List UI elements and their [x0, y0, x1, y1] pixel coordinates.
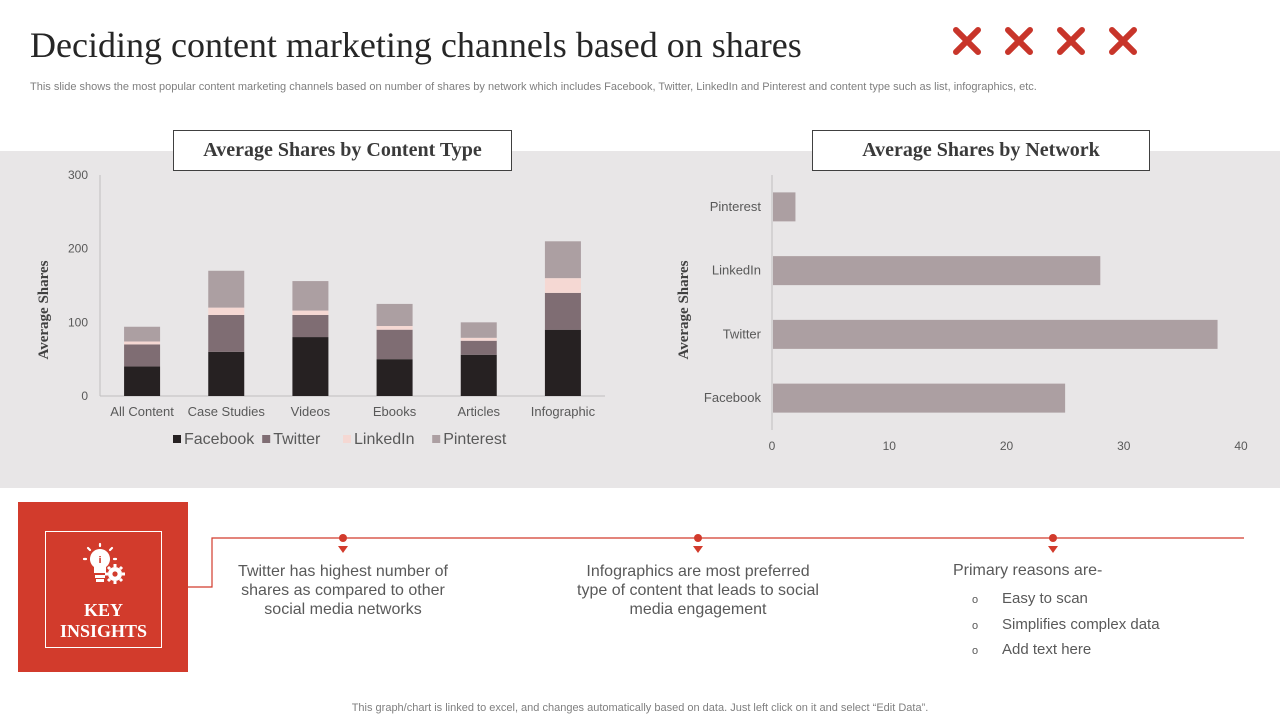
bullet-icon: o [972, 645, 979, 657]
legend-swatch [262, 435, 271, 443]
legend-label: LinkedIn [354, 431, 415, 448]
x-tick-label: Infographic [531, 404, 596, 419]
decor-marks [952, 26, 1138, 56]
reason-label: Easy to scan [1002, 590, 1088, 607]
x-mark-icon [1109, 27, 1137, 55]
key-insights-heading-line1: KEY [83, 600, 123, 620]
x-tick-label: Ebooks [373, 404, 417, 419]
bullet-icon: o [972, 620, 979, 632]
reasons-title: Primary reasons are- [953, 562, 1103, 579]
bar-segment [544, 278, 581, 293]
bar-segment [376, 359, 413, 396]
bar-segment [124, 326, 161, 342]
bar-segment [376, 326, 413, 330]
bar-segment [544, 241, 581, 279]
y-tick-label: 0 [81, 389, 88, 403]
x-tick-label: 20 [1000, 439, 1014, 453]
timeline-marker [338, 534, 348, 553]
x-tick-label: 0 [769, 439, 776, 453]
chart-shares-by-network: 0 10 20 30 40 Average Shares Facebook Twitter Li… [676, 175, 1248, 453]
bar-segment [460, 354, 497, 396]
bar [773, 256, 1101, 286]
bar [773, 319, 1218, 349]
key-insights-panel: i KEY INSIGHTS [18, 502, 188, 672]
y-tick-label: Twitter [723, 326, 762, 341]
key-insights-heading-line2: INSIGHTS [59, 621, 148, 641]
legend-label: Pinterest [443, 431, 507, 448]
y-tick-label: 100 [68, 315, 88, 329]
x-tick-label: 40 [1234, 439, 1248, 453]
bar-segment [124, 341, 161, 345]
bar-segment [208, 307, 245, 315]
legend-swatch [173, 435, 181, 443]
reason-item: o Add text here [972, 641, 1091, 658]
footnote: This graph/chart is linked to excel, and… [351, 702, 929, 714]
x-tick-label: 30 [1117, 439, 1131, 453]
chart-title-content-type: Average Shares by Content Type [173, 130, 512, 171]
slide-subtitle: This slide shows the most popular conten… [30, 81, 1037, 93]
chart-title-network: Average Shares by Network [812, 130, 1150, 171]
legend-swatch [343, 435, 351, 443]
bar-segment [376, 303, 413, 327]
bar-segment [208, 314, 245, 352]
reason-label: Add text here [1002, 641, 1092, 658]
y-tick-label: 200 [68, 242, 88, 256]
bar-segment [460, 340, 497, 355]
bar [773, 192, 796, 222]
lightbulb-gear-icon: i [82, 542, 125, 584]
reason-label: Simplifies complex data [1002, 616, 1160, 633]
insight-text: Infographics are most preferred type of … [577, 563, 819, 618]
x-tick-label: 10 [883, 439, 897, 453]
bar-segment [292, 314, 329, 338]
timeline-marker [693, 534, 703, 553]
legend-label: Twitter [273, 431, 321, 448]
reason-item: o Easy to scan [972, 590, 1088, 607]
insight-text: Twitter has highest number of shares as … [238, 563, 448, 618]
bar-segment [376, 329, 413, 360]
bar-segment [208, 351, 245, 396]
y-axis-title: Average Shares [676, 260, 692, 359]
bar [773, 383, 1066, 413]
chart-shares-by-content-type: 0 100 200 300 Average Shares All Content Case … [36, 168, 605, 448]
key-insights-frame: i KEY INSIGHTS [45, 531, 162, 648]
legend-swatch [432, 435, 441, 443]
legend-label: Facebook [184, 431, 255, 448]
bar-segment [292, 281, 329, 311]
x-mark-icon [1057, 27, 1085, 55]
bar-segment [292, 337, 329, 396]
bar-segment [292, 310, 329, 315]
x-tick-label: Articles [457, 404, 500, 419]
y-tick-label: LinkedIn [712, 263, 761, 278]
bar-segment [208, 270, 245, 308]
slide-title: Deciding content marketing channels base… [30, 25, 802, 65]
x-tick-label: Case Studies [188, 404, 266, 419]
x-tick-label: All Content [110, 404, 174, 419]
bar-segment [544, 329, 581, 396]
svg-text:i: i [98, 556, 101, 566]
bar-segment [124, 344, 161, 367]
timeline-marker [1048, 534, 1058, 553]
key-insights-heading: KEY INSIGHTS [60, 600, 147, 642]
x-tick-label: Videos [291, 404, 331, 419]
y-tick-label: Pinterest [710, 199, 762, 214]
reason-item: o Simplifies complex data [972, 616, 1160, 633]
bar-segment [124, 366, 161, 396]
bar-segment [460, 337, 497, 341]
y-axis-title: Average Shares [36, 260, 52, 359]
x-mark-icon [953, 27, 981, 55]
bar-segment [460, 322, 497, 338]
bar-segment [544, 292, 581, 330]
y-tick-label: 300 [68, 168, 88, 182]
bullet-icon: o [972, 594, 979, 606]
y-tick-label: Facebook [704, 390, 762, 405]
x-mark-icon [1005, 27, 1033, 55]
